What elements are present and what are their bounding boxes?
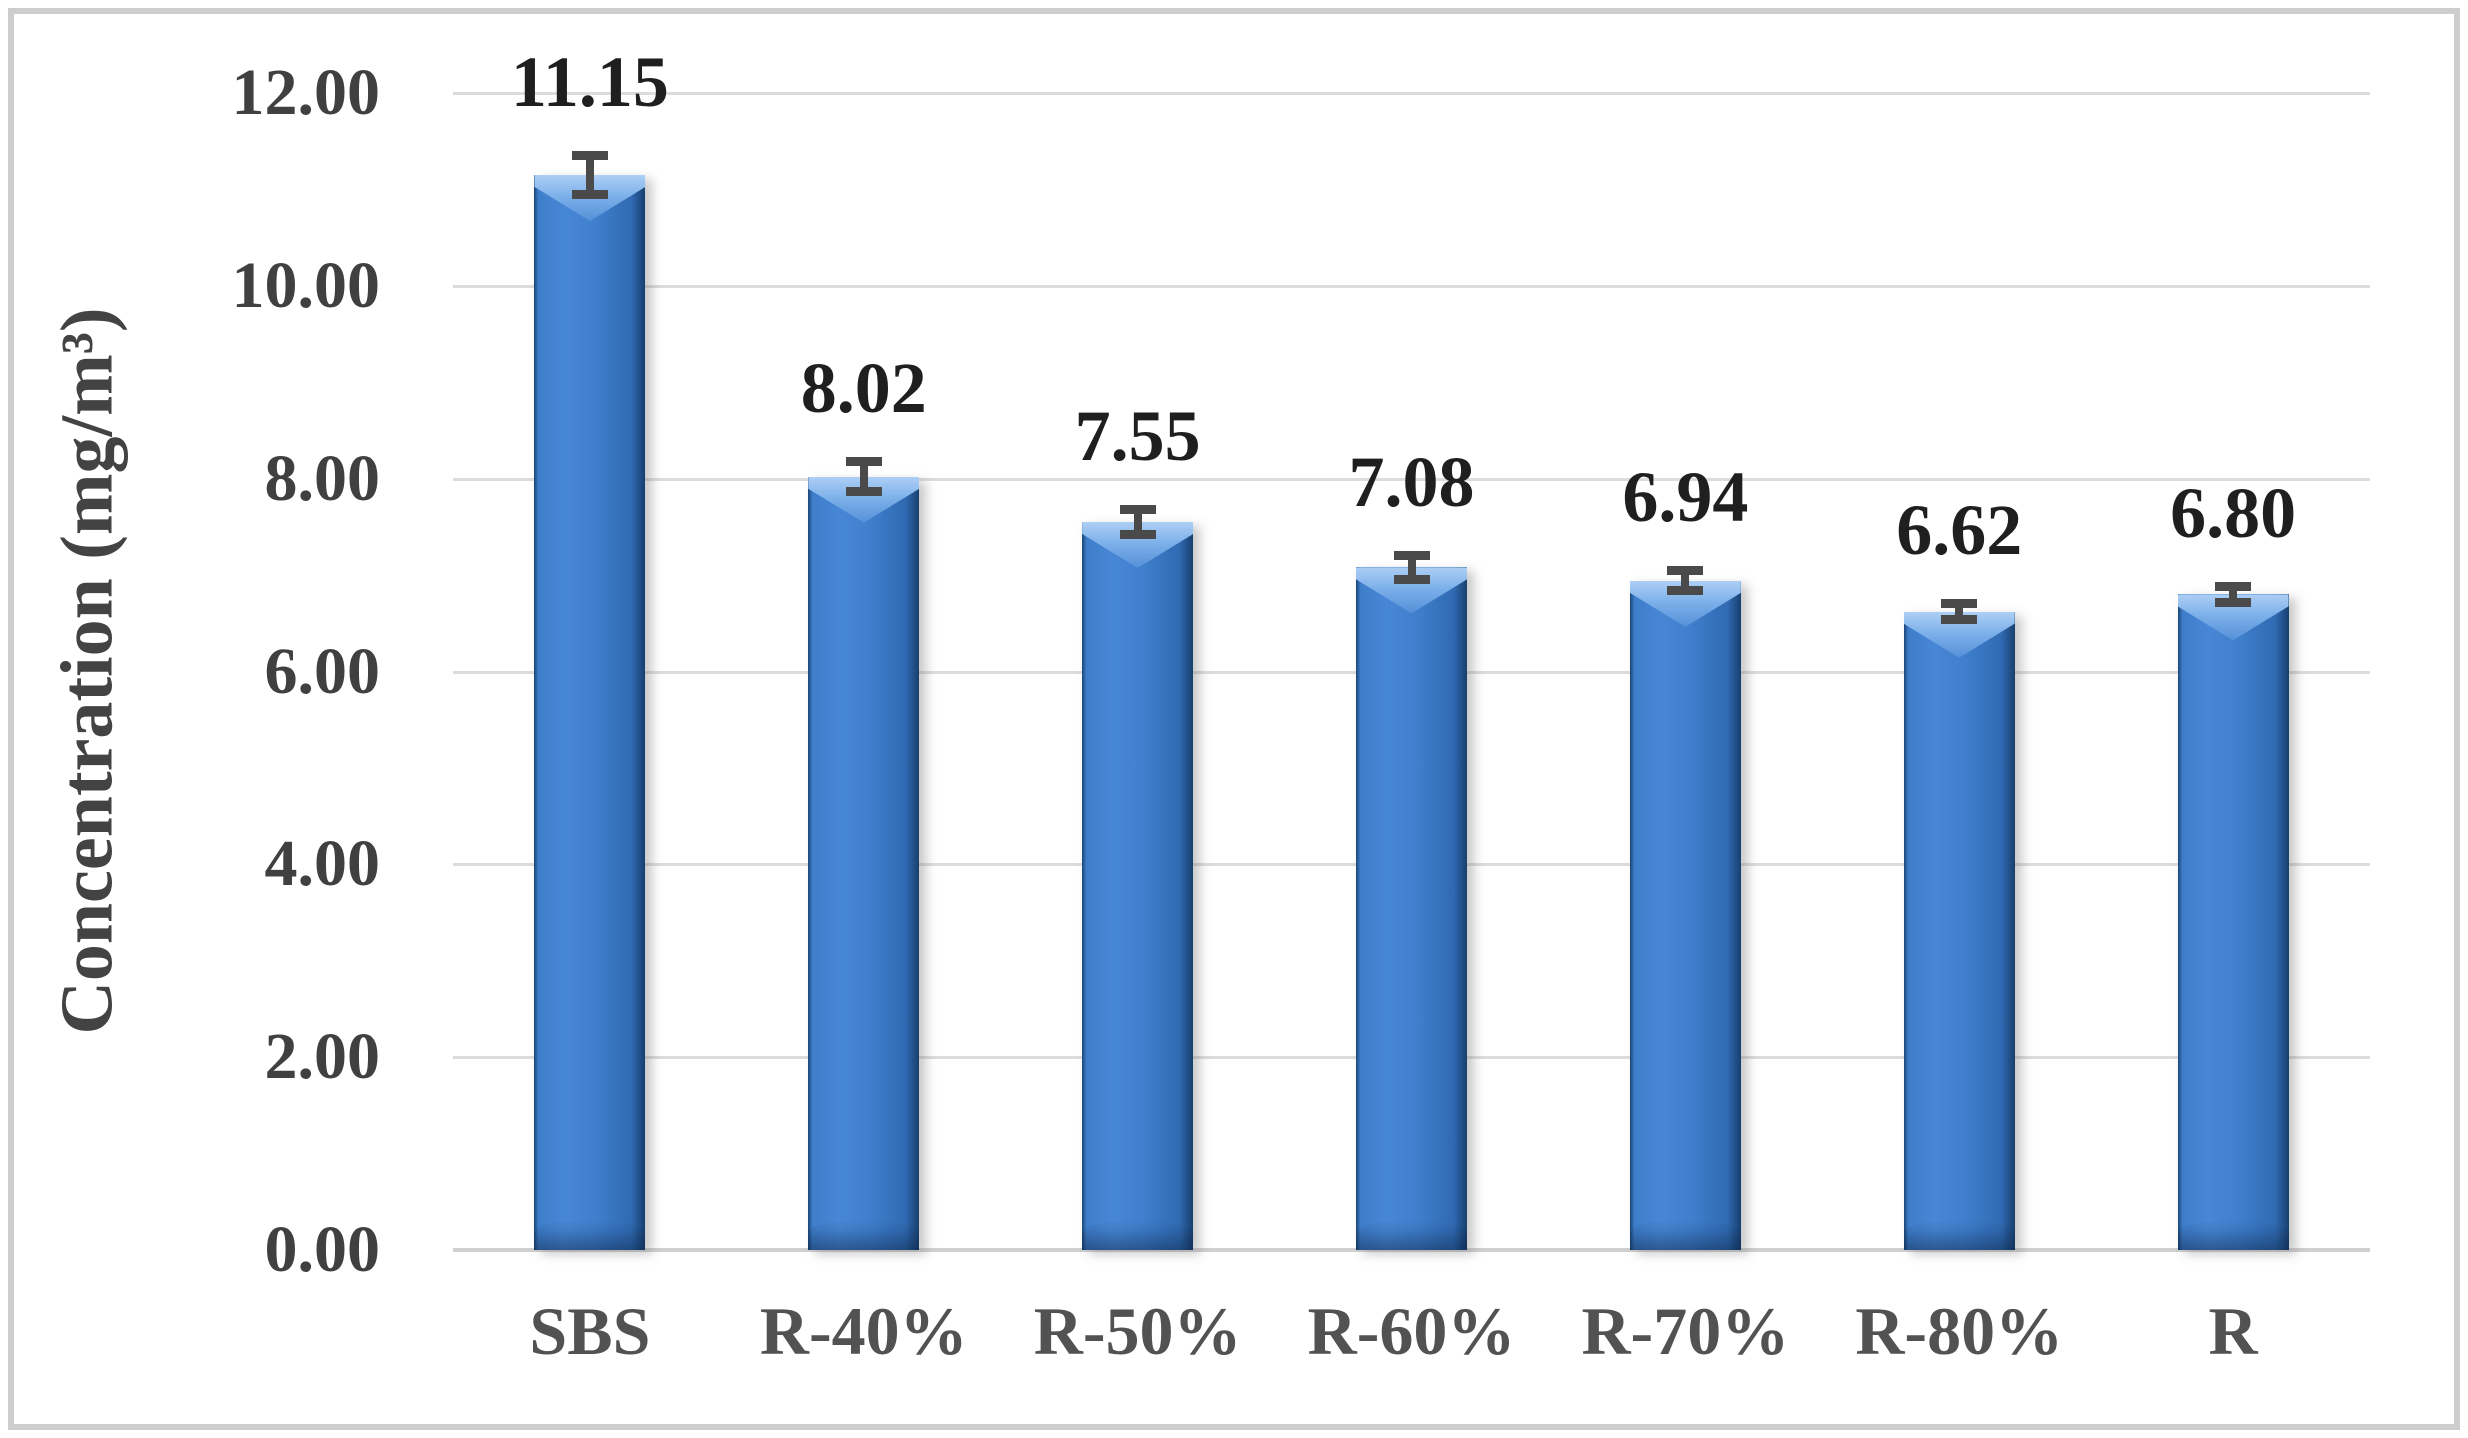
bar-bottom-shade	[1629, 1219, 1741, 1250]
x-category-label: R-60%	[1307, 1293, 1516, 1369]
y-axis-title: Concentration (mg/m³)	[46, 307, 129, 1035]
bar-R-60%	[1356, 567, 1467, 1250]
x-category-label: R-40%	[759, 1293, 968, 1369]
error-bar	[1119, 504, 1156, 540]
bar-R-50%	[1082, 522, 1194, 1250]
error-bar	[2215, 581, 2252, 607]
error-bar-bottom-cap	[1667, 586, 1704, 596]
error-bar	[571, 150, 608, 200]
data-label: 7.55	[1074, 395, 1201, 476]
bar-bottom-shade	[1082, 1219, 1194, 1250]
error-bar	[845, 457, 882, 497]
y-tick-label: 4.00	[264, 827, 381, 901]
bar-bottom-shade	[1356, 1219, 1467, 1250]
x-category-label: R-80%	[1855, 1293, 2064, 1369]
gridline	[453, 92, 2370, 95]
x-category-label: R	[2208, 1293, 2258, 1369]
error-bar-stem	[1681, 566, 1690, 596]
bar-bottom-shade	[808, 1219, 920, 1250]
y-tick-label: 12.00	[231, 56, 381, 129]
y-tick-label: 10.00	[231, 248, 381, 322]
bar-R-80%	[1903, 611, 2015, 1250]
error-bar-stem	[1955, 599, 1964, 625]
y-tick-label: 0.00	[264, 1213, 381, 1286]
data-label: 8.02	[800, 348, 927, 429]
bar-bottom-shade	[1903, 1219, 2015, 1250]
x-category-label: R-70%	[1581, 1293, 1790, 1369]
y-tick-label: 2.00	[264, 1020, 381, 1094]
error-bar-bottom-cap	[1393, 574, 1430, 584]
data-label: 6.80	[2170, 472, 2297, 553]
gridline	[453, 477, 2370, 481]
error-bar-stem	[2229, 581, 2238, 607]
error-bar-bottom-cap	[845, 487, 882, 497]
error-bar-bottom-cap	[2215, 597, 2252, 607]
error-bar-stem	[1133, 504, 1142, 540]
x-category-label: R-50%	[1033, 1293, 1242, 1369]
error-bar	[1941, 599, 1978, 625]
data-label: 6.62	[1896, 490, 2023, 571]
y-tick-label: 8.00	[264, 441, 381, 515]
bar-R-70%	[1629, 580, 1741, 1250]
error-bar-stem	[859, 457, 868, 497]
y-tick-label: 6.00	[264, 634, 381, 708]
bar-bottom-shade	[2177, 1219, 2289, 1250]
gridline	[453, 284, 2370, 288]
x-category-label: SBS	[529, 1293, 651, 1369]
error-bar	[1393, 550, 1430, 584]
data-label: 6.94	[1622, 457, 1749, 538]
bar-R-40%	[808, 476, 920, 1250]
error-bar-bottom-cap	[1119, 530, 1156, 540]
error-bar	[1667, 566, 1704, 596]
error-bar-bottom-cap	[571, 190, 608, 200]
bar-SBS	[534, 174, 646, 1250]
bar-R	[2177, 594, 2289, 1250]
x-axis-line	[453, 1248, 2370, 1252]
error-bar-stem	[585, 150, 594, 200]
error-bar-bottom-cap	[1941, 615, 1978, 625]
data-label: 7.08	[1348, 441, 1475, 522]
bar-bottom-shade	[534, 1219, 646, 1250]
data-label: 11.15	[510, 41, 669, 122]
error-bar-stem	[1407, 550, 1416, 584]
